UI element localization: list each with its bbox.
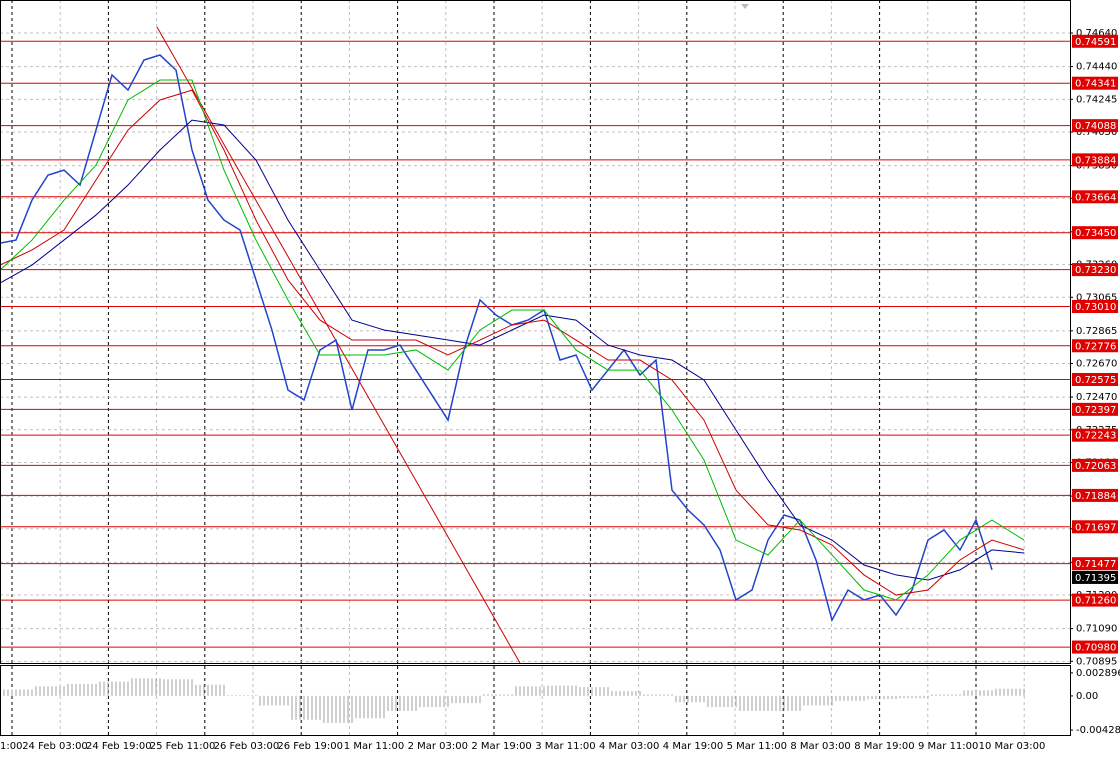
level-label-box [1072,190,1118,204]
x-tick-label: 26 Feb 19:00 [277,741,343,752]
level-label-box [1072,119,1118,133]
series-line [0,54,993,623]
x-tick-label: 4 Mar 03:00 [599,741,659,752]
x-tick-label: 9 Mar 11:00 [918,741,978,752]
level-label: 0.72776 [1075,341,1116,352]
level-label-box [1072,263,1118,277]
y-tick-label: 0.73065 [1076,292,1117,303]
level-label-box [1072,34,1118,48]
level-label: 0.72397 [1075,405,1116,416]
level-label-box [1072,557,1118,571]
x-tick-label: 2 Mar 03:00 [408,741,468,752]
level-label-box [1072,593,1118,607]
y-tick-label: 0.74050 [1076,127,1117,138]
level-label: 0.73664 [1075,192,1116,203]
level-label: 0.71697 [1075,522,1116,533]
x-tick-label: 8 Mar 19:00 [854,741,914,752]
level-label: 0.71260 [1075,596,1116,607]
level-label-box [1072,372,1118,386]
y-tick-label: 0.74440 [1076,62,1117,73]
level-label: 0.72243 [1075,431,1116,442]
level-label: 0.73010 [1075,302,1116,313]
level-label-box [1072,402,1118,416]
y-tick-label: 0.72470 [1076,392,1117,403]
level-label: 0.73450 [1075,228,1116,239]
level-label-box [1072,226,1118,240]
y-tick-label: 0.74640 [1076,28,1117,39]
x-tick-label: 2 Mar 19:00 [471,741,531,752]
level-label-box [1072,428,1118,442]
x-tick-label: 26 Feb 03:00 [214,741,280,752]
current-price-label: 0.71395 [1075,573,1116,584]
x-tick-label: 1:00 [0,741,22,752]
series-line [0,89,1025,596]
x-tick-label: 1 Mar 11:00 [344,741,404,752]
x-tick-label: 5 Mar 11:00 [727,741,787,752]
oscillator-frame [0,665,1071,736]
x-tick-label: 4 Mar 19:00 [663,741,723,752]
current-price-box [1072,570,1118,584]
y-tick-label: 0.72670 [1076,359,1117,370]
level-label-box [1072,488,1118,502]
level-label: 0.74341 [1075,79,1116,90]
osc-tick-label: -0.004286 [1076,725,1120,736]
level-label-box [1072,76,1118,90]
level-label: 0.72575 [1075,375,1116,386]
y-tick-label: 0.72865 [1076,326,1117,337]
level-label-box [1072,520,1118,534]
level-label: 0.71477 [1075,559,1116,570]
main-frame [0,0,1071,664]
osc-tick-label: 0.00 [1076,691,1098,702]
x-tick-label: 10 Mar 03:00 [979,741,1046,752]
x-tick-label: 24 Feb 03:00 [22,741,88,752]
level-label-box [1072,339,1118,353]
level-label: 0.74088 [1075,121,1116,132]
y-tick-label: 0.74245 [1076,94,1117,105]
level-label: 0.73230 [1075,265,1116,276]
level-label: 0.72063 [1075,461,1116,472]
series-line [0,79,1025,601]
trendline [156,26,521,664]
x-tick-label: 25 Feb 11:00 [150,741,216,752]
level-label-box [1072,153,1118,167]
shift-marker [741,4,749,9]
x-tick-label: 8 Mar 03:00 [790,741,850,752]
level-label: 0.71884 [1075,491,1116,502]
series-line [0,119,1025,581]
y-tick-label: 0.71090 [1076,624,1117,635]
x-tick-label: 24 Feb 19:00 [86,741,152,752]
level-label-box [1072,640,1118,654]
x-tick-label: 3 Mar 11:00 [535,741,595,752]
osc-tick-label: 0.002896 [1076,668,1120,679]
level-label: 0.74591 [1075,37,1116,48]
y-tick-label: 0.70895 [1076,656,1117,667]
level-label: 0.73884 [1075,155,1116,166]
level-label-box [1072,300,1118,314]
level-label-box [1072,458,1118,472]
level-label: 0.70980 [1075,643,1116,654]
